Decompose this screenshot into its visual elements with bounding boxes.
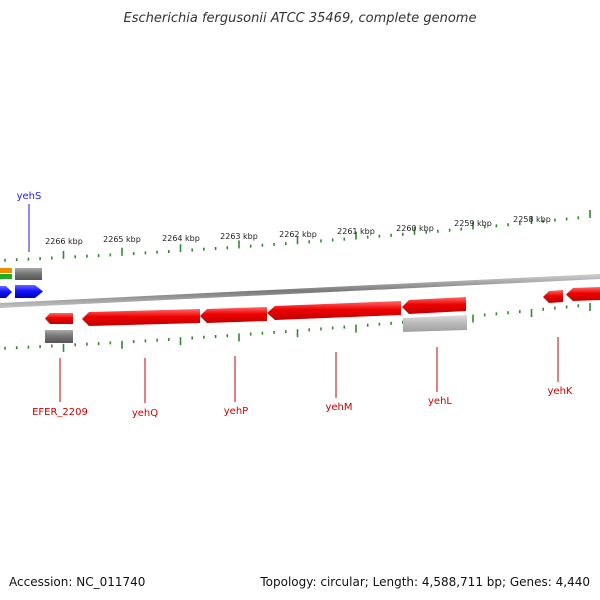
gene-label-yehM[interactable]: yehM	[325, 402, 352, 413]
feature-grey-yehL[interactable]	[403, 315, 467, 332]
scale-label-2258: 2258 kbp	[513, 215, 551, 224]
scale-label-2263: 2263 kbp	[220, 232, 258, 241]
gene-label-yehQ[interactable]: yehQ	[132, 408, 158, 419]
feature-orange[interactable]	[0, 268, 12, 273]
scale-label-2261: 2261 kbp	[337, 227, 375, 236]
cds-yehM[interactable]	[267, 301, 401, 320]
feature-grey-yehS[interactable]	[15, 268, 42, 280]
scale-label-2265: 2265 kbp	[103, 235, 141, 244]
lower-tick-row	[4, 303, 591, 352]
feature-green[interactable]	[0, 274, 12, 279]
cds-yehK[interactable]	[566, 287, 600, 301]
cds-yehQ[interactable]	[82, 309, 200, 326]
gene-label-EFER-2209[interactable]: EFER_2209	[32, 407, 88, 418]
scale-labels: 2266 kbp 2265 kbp 2264 kbp 2263 kbp 2262…	[45, 215, 551, 246]
cds-yehS[interactable]	[15, 285, 43, 298]
cds-forward-left[interactable]	[0, 286, 12, 298]
cds-yehK-left[interactable]	[543, 290, 563, 303]
cds-yehP[interactable]	[200, 307, 267, 323]
accession-text: Accession: NC_011740	[9, 575, 145, 589]
gene-label-yehP[interactable]: yehP	[224, 406, 248, 417]
cds-yehL[interactable]	[402, 297, 466, 314]
scale-label-2266: 2266 kbp	[45, 237, 83, 246]
scale-label-2259: 2259 kbp	[454, 219, 492, 228]
genome-backbone	[0, 273, 600, 308]
cds-EFER-2209[interactable]	[45, 313, 73, 324]
feature-grey-EFER-2209[interactable]	[45, 330, 73, 343]
genome-summary-text: Topology: circular; Length: 4,588,711 bp…	[259, 575, 590, 589]
map-title: Escherichia fergusonii ATCC 35469, compl…	[124, 11, 477, 26]
scale-label-2264: 2264 kbp	[162, 234, 200, 243]
upper-tick-row	[4, 210, 591, 262]
gene-label-yehK[interactable]: yehK	[548, 386, 573, 397]
scale-label-2262: 2262 kbp	[279, 230, 317, 239]
gene-label-yehS[interactable]: yehS	[17, 191, 42, 202]
gene-label-yehL[interactable]: yehL	[428, 396, 452, 407]
scale-label-2260: 2260 kbp	[396, 224, 434, 233]
